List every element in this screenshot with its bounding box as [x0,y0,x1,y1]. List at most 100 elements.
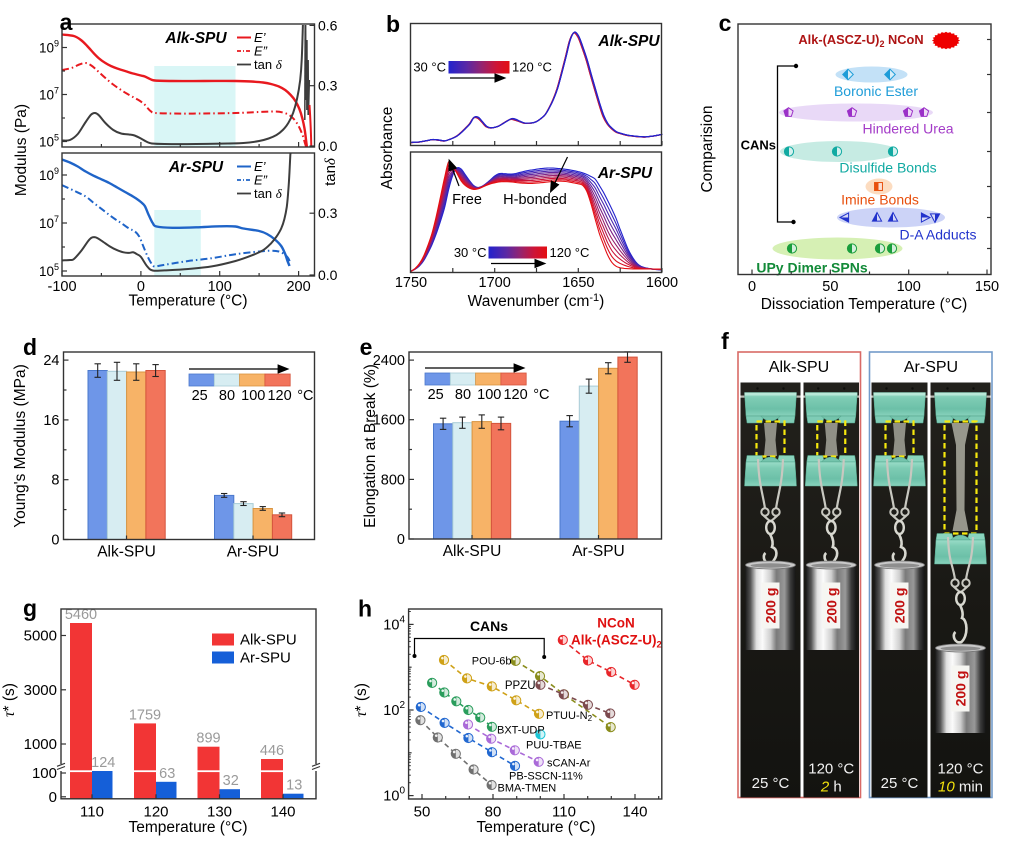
svg-text:100: 100 [383,786,405,805]
svg-text:a: a [60,9,73,35]
svg-text:f: f [721,330,729,354]
svg-text:BXT-UDP: BXT-UDP [497,725,545,737]
svg-text:0: 0 [397,532,405,548]
svg-text:Elongation at Break (%): Elongation at Break (%) [362,364,379,528]
svg-text:sCAN-Ar: sCAN-Ar [547,758,591,770]
svg-text:h: h [358,596,372,622]
svg-text:100: 100 [208,279,232,295]
svg-text:UPy Dimer SPNs: UPy Dimer SPNs [756,260,867,276]
svg-text:Temperature (°C): Temperature (°C) [128,293,247,310]
svg-text:8: 8 [51,473,59,489]
svg-text:80: 80 [485,804,502,821]
svg-text:Modulus (Pa): Modulus (Pa) [13,104,30,196]
svg-text:τ* (s): τ* (s) [353,683,370,717]
svg-text:120 °C: 120 °C [808,761,854,778]
svg-text:CANs: CANs [741,138,776,153]
svg-text:25: 25 [428,387,444,403]
svg-text:Boronic Ester: Boronic Ester [834,83,918,99]
svg-text:E’: E’ [254,159,267,174]
svg-text:0: 0 [51,533,59,549]
svg-text:Wavenumber (cm-1): Wavenumber (cm-1) [468,292,605,310]
svg-text:200: 200 [286,279,310,295]
svg-text:Comparision: Comparision [700,105,716,192]
svg-text:32: 32 [223,773,239,789]
svg-text:140: 140 [270,803,295,820]
svg-text:Temperature (°C): Temperature (°C) [476,819,595,836]
svg-text:d: d [23,334,37,360]
svg-text:2 h: 2 h [820,779,842,796]
svg-text:124: 124 [91,755,115,771]
svg-text:E”: E” [254,44,268,59]
svg-text:D-A Adducts: D-A Adducts [899,227,976,243]
svg-text:tanδ: tanδ [322,157,339,186]
svg-text:30 °C: 30 °C [454,245,487,260]
svg-text:120: 120 [143,803,168,820]
svg-text:0.0: 0.0 [318,138,338,154]
svg-text:H-bonded: H-bonded [503,192,567,208]
svg-text:100: 100 [32,765,57,782]
svg-text:Ar-SPU: Ar-SPU [904,359,958,376]
svg-text:Free: Free [452,192,482,208]
svg-text:0: 0 [748,279,756,295]
svg-text:Ar-SPU: Ar-SPU [597,165,653,182]
svg-text:24: 24 [43,353,59,369]
svg-text:-100: -100 [47,279,76,295]
svg-text:109: 109 [39,166,59,183]
svg-text:105: 105 [39,133,59,150]
svg-text:tan δ: tan δ [254,57,283,72]
svg-text:Temperature (°C): Temperature (°C) [128,819,247,836]
svg-text:1750: 1750 [395,275,427,291]
svg-text:Ar-SPU: Ar-SPU [168,159,224,176]
svg-text:PB-SSCN-11%: PB-SSCN-11% [509,771,583,783]
svg-text:°C: °C [533,387,549,403]
svg-text:3000: 3000 [24,682,57,699]
svg-text:100: 100 [241,388,265,404]
svg-text:0.6: 0.6 [318,17,338,33]
svg-text:e: e [360,334,373,360]
svg-text:τ* (s): τ* (s) [1,683,18,717]
svg-text:Alk-(ASCZ-U)2: Alk-(ASCZ-U)2 [571,633,662,651]
svg-text:1000: 1000 [24,736,57,753]
svg-text:100: 100 [897,279,921,295]
svg-text:80: 80 [219,388,235,404]
svg-text:0.3: 0.3 [318,205,338,221]
svg-text:109: 109 [39,39,59,56]
svg-text:899: 899 [196,731,220,747]
svg-text:E”: E” [254,173,268,188]
svg-text:63: 63 [159,766,175,782]
svg-text:BMA-TMEN: BMA-TMEN [498,783,557,795]
svg-text:Alk-SPU: Alk-SPU [769,359,829,376]
svg-text:Ar-SPU: Ar-SPU [227,544,280,561]
svg-text:Alk-SPU: Alk-SPU [97,544,156,561]
svg-text:1759: 1759 [129,707,161,723]
svg-text:2400: 2400 [373,353,405,369]
svg-text:0: 0 [137,279,145,295]
svg-text:107: 107 [39,214,59,231]
svg-text:PTUU-N2: PTUU-N2 [546,710,593,723]
svg-text:PPZU: PPZU [505,680,536,692]
svg-text:50: 50 [414,804,431,821]
svg-text:c: c [719,10,732,36]
svg-text:b: b [386,11,400,37]
svg-text:5460: 5460 [65,607,97,623]
svg-text:Alk-(ASCZ-U)2 NCoN: Alk-(ASCZ-U)2 NCoN [798,32,923,49]
svg-text:200 g: 200 g [823,588,839,624]
svg-text:Young's Modulus (MPa): Young's Modulus (MPa) [12,364,29,528]
svg-text:°C: °C [297,388,313,404]
svg-text:Ar-SPU: Ar-SPU [240,650,291,667]
svg-text:200 g: 200 g [763,588,779,624]
svg-text:140: 140 [622,804,647,821]
svg-text:105: 105 [39,262,59,279]
svg-text:200 g: 200 g [953,671,969,707]
svg-text:10 min: 10 min [938,779,983,796]
svg-text:100: 100 [477,387,501,403]
svg-text:5000: 5000 [24,628,57,645]
svg-text:Dissociation Temperature (°C): Dissociation Temperature (°C) [761,296,968,313]
svg-text:150: 150 [975,279,999,295]
svg-text:Alk-SPU: Alk-SPU [240,632,297,649]
svg-text:1600: 1600 [373,413,405,429]
svg-text:0: 0 [49,789,57,806]
svg-text:Imine Bonds: Imine Bonds [841,192,919,208]
svg-text:800: 800 [381,472,405,488]
svg-text:Hindered Urea: Hindered Urea [862,121,953,137]
